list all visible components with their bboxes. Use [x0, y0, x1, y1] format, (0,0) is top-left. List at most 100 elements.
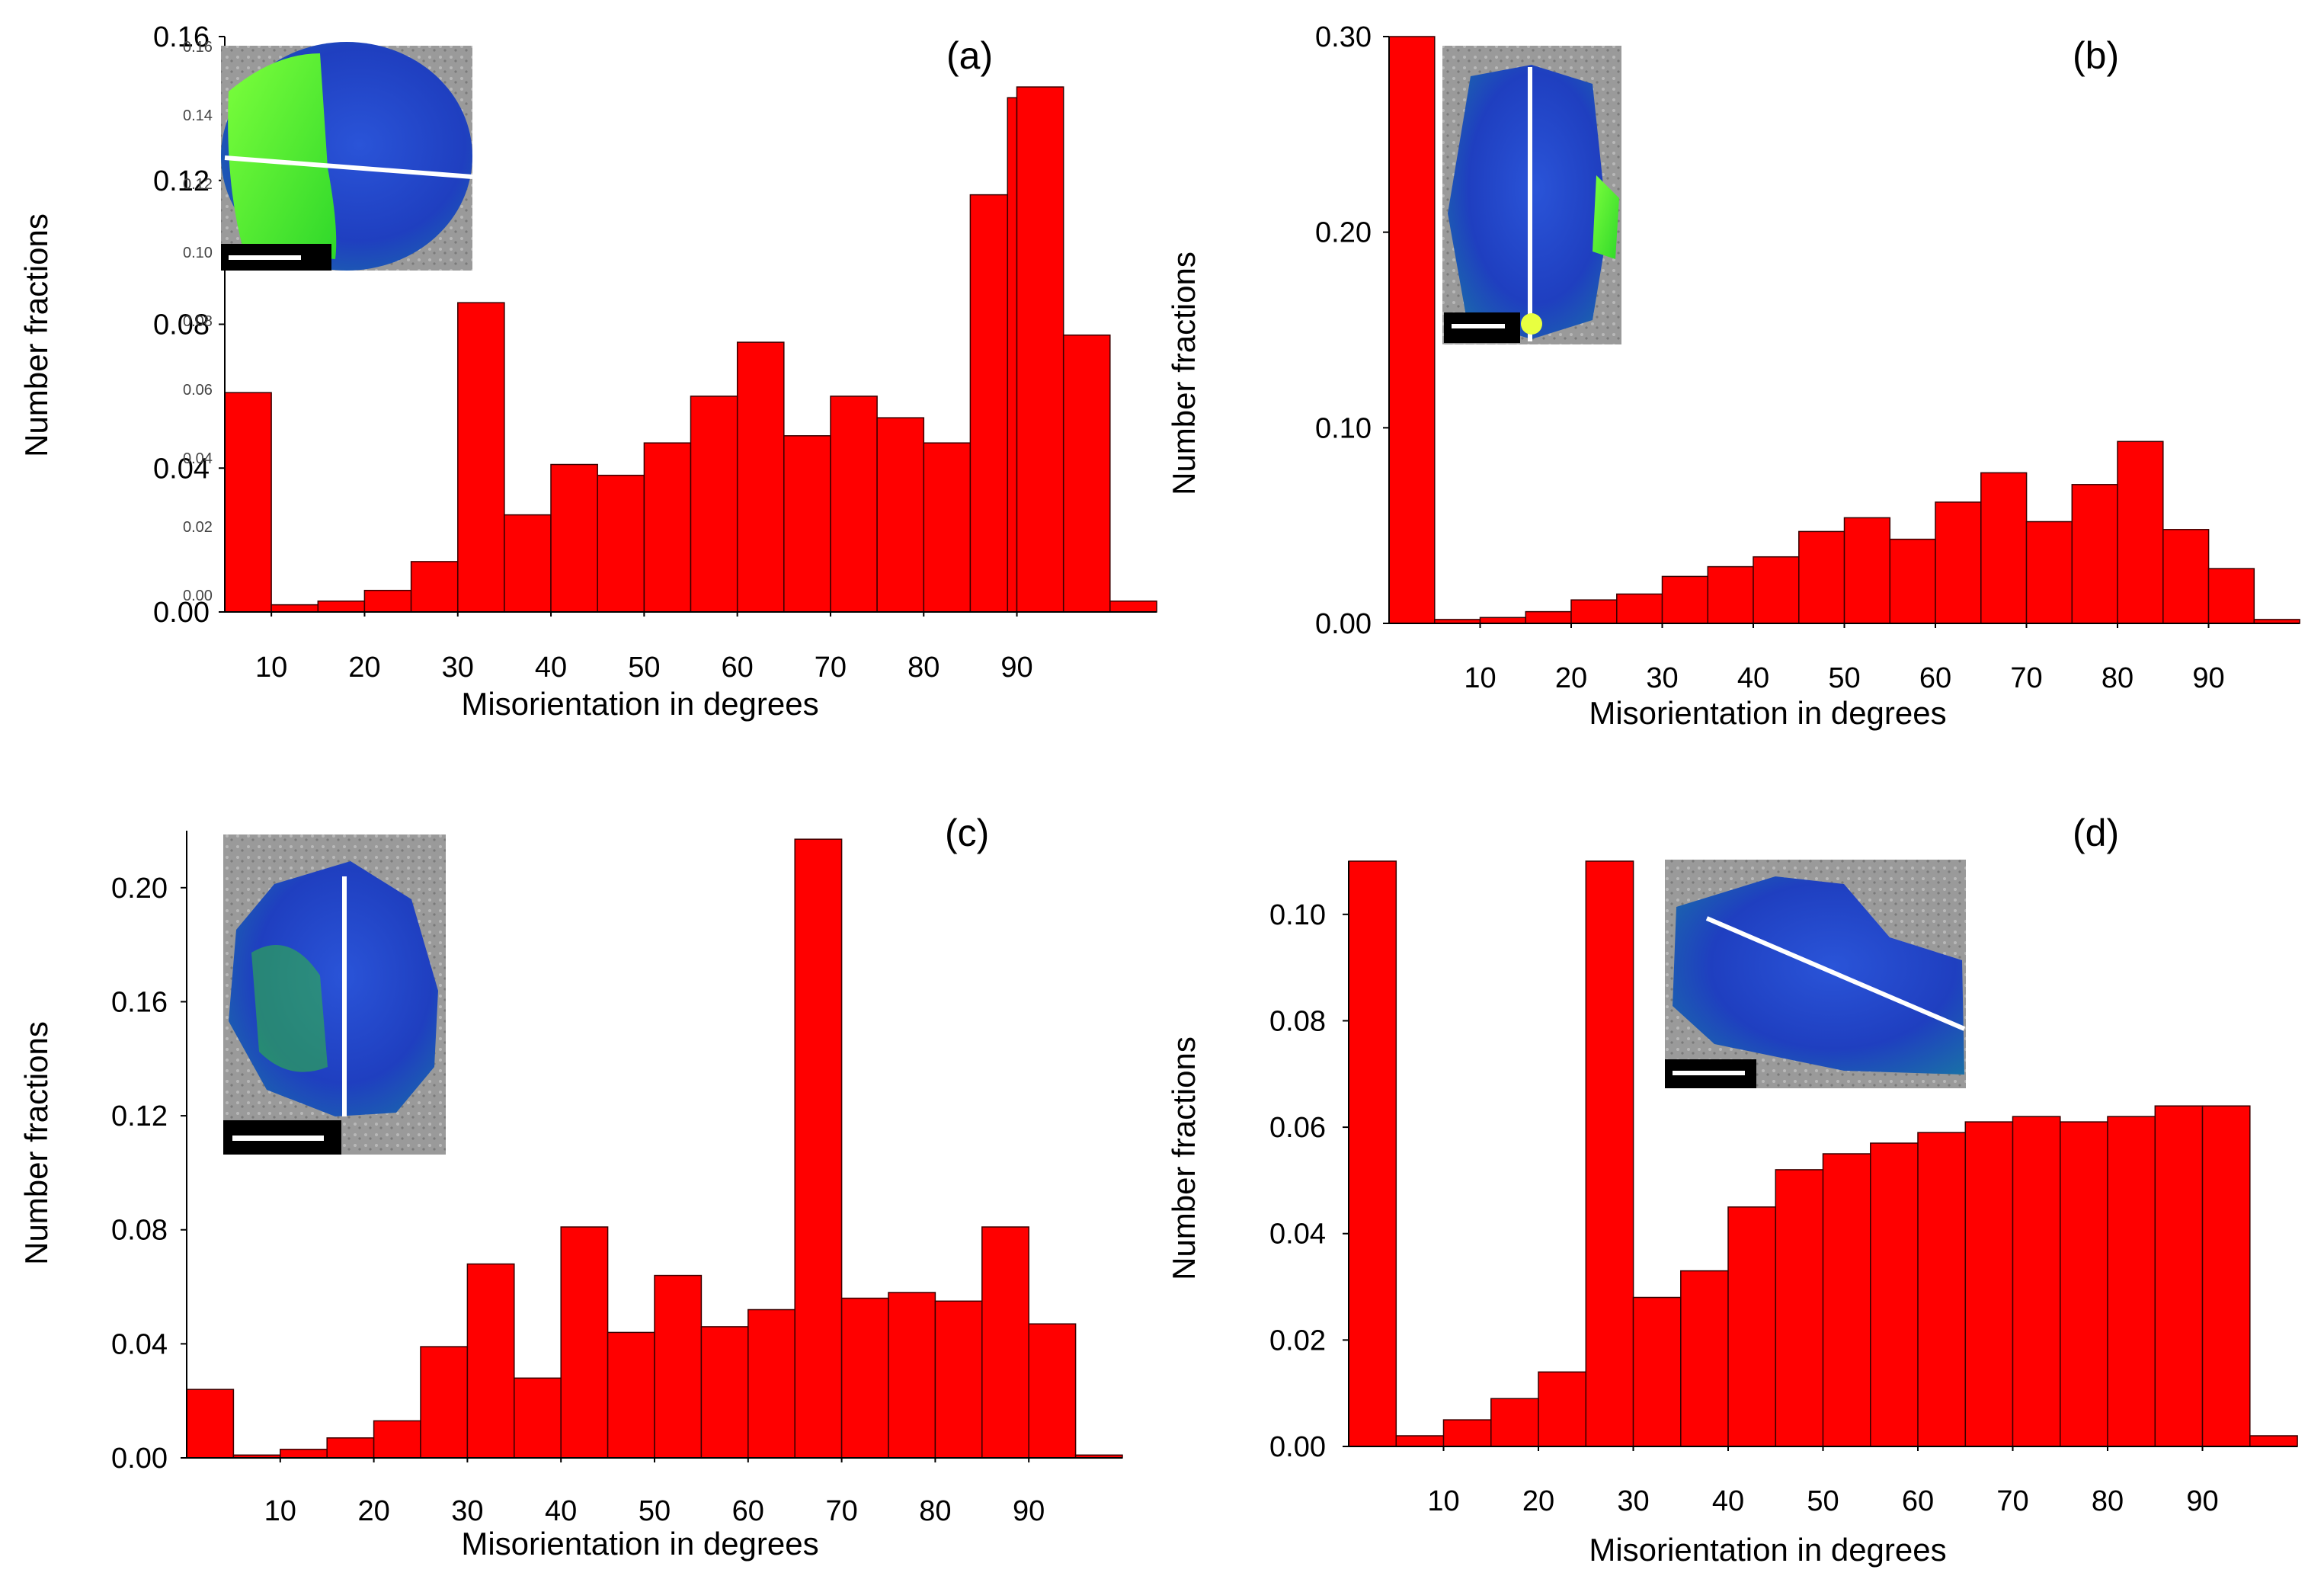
y-tick-labels: 0.00 0.02 0.04 0.06 0.08 0.10: [1269, 899, 1349, 1463]
x-tick-label: 80: [2092, 1485, 2124, 1517]
y-tick-label: 0.10: [1315, 412, 1372, 444]
ebsd-inset-map: 0.16 0.14 0.12 0.10 0.08 0.06 0.04 0.02 0.00: [183, 39, 473, 604]
bar-75-80: [888, 1292, 936, 1459]
bar-70-75: [2025, 521, 2073, 624]
bar-50-55: [654, 1274, 703, 1459]
bar-80-85: [2117, 440, 2164, 624]
x-tick-label: 50: [1828, 662, 1860, 694]
bar-75-80: [2071, 484, 2118, 624]
bar-80-85: [923, 442, 972, 613]
x-tick-labels: 10 20 30 40 50 60 70 80 90: [264, 1458, 1045, 1527]
bar-30-35: [1632, 1296, 1682, 1447]
x-tick-label: 10: [264, 1495, 296, 1527]
bar-40-45: [1753, 556, 1800, 624]
y-tick-label: 0.00: [111, 1443, 168, 1475]
y-tick-label: 0.02: [1269, 1325, 1326, 1357]
x-tick-label: 70: [815, 652, 847, 684]
bar-50-55: [1822, 1153, 1871, 1447]
bar-10-15: [280, 1449, 328, 1459]
bar-50-55: [1843, 517, 1891, 624]
bar-5-10: [1395, 1435, 1445, 1447]
x-tick-label: 30: [442, 652, 474, 684]
y-tick-label: 0.00: [1315, 608, 1372, 640]
x-axis-title: Misorientation in degrees: [1589, 695, 1946, 731]
x-axis-title: Misorientation in degrees: [461, 1526, 818, 1562]
bar-25-30: [1585, 860, 1634, 1447]
x-tick-label: 30: [1617, 1485, 1649, 1517]
bar-55-60: [1870, 1142, 1919, 1447]
bar-15-20: [1490, 1398, 1539, 1447]
x-tick-label: 10: [255, 652, 287, 684]
bar-10-15: [270, 604, 319, 613]
bar-100-105: [1109, 601, 1157, 613]
x-tick-label: 80: [2102, 662, 2134, 694]
bar-65-70: [1964, 1121, 2014, 1447]
ebsd-inset-map: [1442, 46, 1621, 344]
x-tick-label: 60: [1919, 662, 1951, 694]
x-tick-label: 90: [2186, 1485, 2218, 1517]
bar-40-45: [1727, 1206, 1777, 1447]
bar-45-50: [1798, 530, 1845, 624]
bar-35-40: [1680, 1270, 1729, 1447]
y-tick-label: 0.04: [1269, 1219, 1326, 1251]
inset-ghost-tick: 0.16: [183, 39, 213, 56]
y-tick-label: 0.20: [1315, 217, 1372, 249]
y-tick-label: 0.16: [111, 986, 168, 1018]
bar-35-40: [514, 1377, 562, 1459]
panel-label: (c): [945, 812, 989, 854]
bar-40-45: [560, 1226, 609, 1459]
bar-70-75: [830, 396, 878, 613]
x-tick-label: 30: [451, 1495, 483, 1527]
panel-c: 0.00 0.04 0.08 0.12 0.16 0.20 10 20 30 40 50 60 70 8…: [18, 812, 1123, 1562]
bar-40-45: [550, 463, 598, 613]
bar-5-10: [224, 392, 272, 613]
panel-a: 0.000.040.080.120.16 10 20 30 40 50 60 70 80 90 …: [18, 21, 1157, 722]
bar-25-30: [420, 1346, 469, 1459]
bar-15-20: [317, 601, 366, 613]
x-tick-label: 20: [357, 1495, 389, 1527]
bar-65-70: [794, 838, 843, 1459]
x-tick-label: 40: [545, 1495, 577, 1527]
inset-ghost-ticks: 0.16 0.14 0.12 0.10 0.08 0.06 0.04 0.02 0.00: [183, 39, 213, 604]
bar-series: [186, 838, 1123, 1459]
bar-70-75: [2012, 1116, 2061, 1447]
x-tick-label: 90: [1000, 652, 1032, 684]
bar-50-55: [643, 442, 692, 613]
panel-d: 0.00 0.02 0.04 0.06 0.08 0.10 10 20 30 40 50 60 70 8…: [1166, 812, 2298, 1568]
bar-30-35: [457, 302, 505, 613]
bar-55-60: [700, 1326, 749, 1459]
x-tick-label: 60: [732, 1495, 764, 1527]
x-tick-label: 20: [1555, 662, 1587, 694]
y-axis-title: Number fractions: [18, 213, 54, 457]
bar-20-25: [373, 1420, 421, 1459]
x-axis-title: Misorientation in degrees: [461, 686, 818, 722]
bar-89-90: [1007, 97, 1018, 613]
x-tick-label: 40: [1712, 1485, 1744, 1517]
bar-20-25: [1538, 1371, 1587, 1447]
x-tick-labels: 10 20 30 40 50 60 70 80 90: [1427, 1446, 2219, 1517]
y-tick-label: 0.20: [111, 873, 168, 905]
ebsd-inset-map: [223, 834, 446, 1155]
y-tick-label: 0.08: [1269, 1005, 1326, 1037]
y-axis-title: Number fractions: [18, 1021, 54, 1265]
bar-60-65: [1917, 1132, 1967, 1447]
x-tick-label: 20: [348, 652, 380, 684]
y-axis-title: Number fractions: [1166, 1036, 1202, 1280]
bar-85-89: [969, 194, 1009, 613]
x-tick-label: 80: [908, 652, 940, 684]
bar-45-50: [607, 1331, 655, 1459]
ebsd-inset-map: [1665, 860, 1966, 1088]
x-tick-label: 50: [639, 1495, 671, 1527]
bar-95-100: [1062, 334, 1111, 613]
y-tick-labels: 0.00 0.04 0.08 0.12 0.16 0.20: [111, 873, 187, 1475]
bar-35-40: [1707, 565, 1754, 624]
bar-series: [1348, 860, 2298, 1447]
bar-85-90: [981, 1226, 1029, 1459]
y-tick-label: 0.06: [1269, 1112, 1326, 1144]
bar-75-80: [876, 417, 925, 613]
bar-35-40: [504, 514, 552, 613]
x-tick-label: 90: [1013, 1495, 1045, 1527]
bar-90-95: [2207, 568, 2255, 624]
bar-90-95: [1028, 1323, 1077, 1459]
y-tick-label: 0.00: [153, 597, 210, 629]
